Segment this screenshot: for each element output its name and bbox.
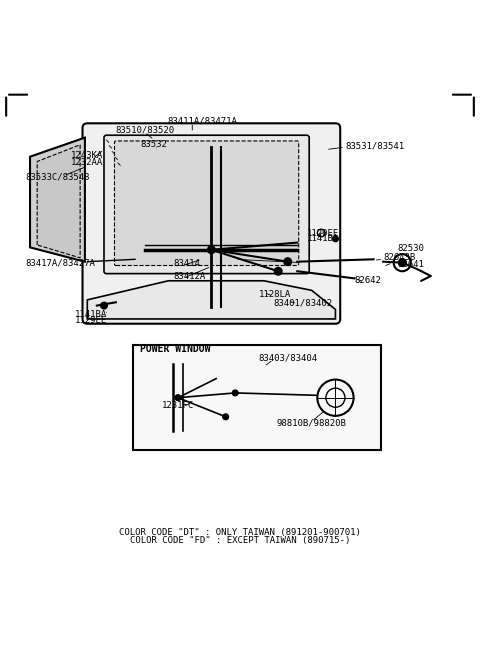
Circle shape	[333, 236, 338, 242]
FancyBboxPatch shape	[104, 135, 309, 273]
Text: 1231FC: 1231FC	[162, 401, 194, 411]
Text: 1141BA: 1141BA	[75, 309, 108, 319]
Polygon shape	[37, 145, 80, 258]
Text: 83532: 83532	[141, 140, 168, 149]
Circle shape	[175, 395, 181, 401]
Text: 83414: 83414	[173, 259, 200, 268]
Text: 83531/83541: 83531/83541	[345, 142, 404, 150]
Text: 82641: 82641	[397, 260, 424, 269]
Circle shape	[275, 267, 282, 275]
Circle shape	[223, 414, 228, 420]
Circle shape	[284, 258, 291, 265]
Text: COLOR CODE "FD" : EXCEPT TAIWAN (890715-): COLOR CODE "FD" : EXCEPT TAIWAN (890715-…	[130, 536, 350, 545]
Text: 1141BA: 1141BA	[307, 235, 339, 243]
Text: 1129EE: 1129EE	[307, 229, 339, 238]
Circle shape	[101, 302, 108, 309]
FancyBboxPatch shape	[115, 141, 299, 265]
Text: 82530: 82530	[397, 244, 424, 253]
Circle shape	[207, 246, 215, 254]
Text: 83401/83402: 83401/83402	[274, 298, 333, 307]
Text: 82643B: 82643B	[383, 254, 415, 262]
Text: 83412A: 83412A	[173, 273, 205, 281]
Circle shape	[398, 259, 406, 267]
Bar	[132, 345, 381, 450]
Text: COLOR CODE "DT" : ONLY TAIWAN (891201-900701): COLOR CODE "DT" : ONLY TAIWAN (891201-90…	[119, 528, 361, 537]
Text: 83417A/83427A: 83417A/83427A	[25, 258, 95, 267]
Text: 98810B/98820B: 98810B/98820B	[276, 419, 347, 428]
Text: 83533C/83543: 83533C/83543	[25, 172, 90, 181]
Text: 1128LA: 1128LA	[259, 290, 291, 299]
Circle shape	[232, 390, 238, 396]
Text: 82642: 82642	[355, 277, 382, 285]
Text: 1232AA: 1232AA	[71, 158, 103, 167]
Text: 83411A/83471A: 83411A/83471A	[167, 116, 237, 125]
FancyBboxPatch shape	[83, 124, 340, 324]
Text: 83403/83404: 83403/83404	[258, 353, 317, 363]
Text: 1243KA: 1243KA	[71, 151, 103, 160]
Polygon shape	[87, 281, 336, 319]
Text: 1129EE: 1129EE	[75, 317, 108, 325]
Text: POWER WINDOW: POWER WINDOW	[140, 344, 210, 354]
Polygon shape	[30, 137, 85, 261]
Text: 83510/83520: 83510/83520	[115, 126, 174, 135]
